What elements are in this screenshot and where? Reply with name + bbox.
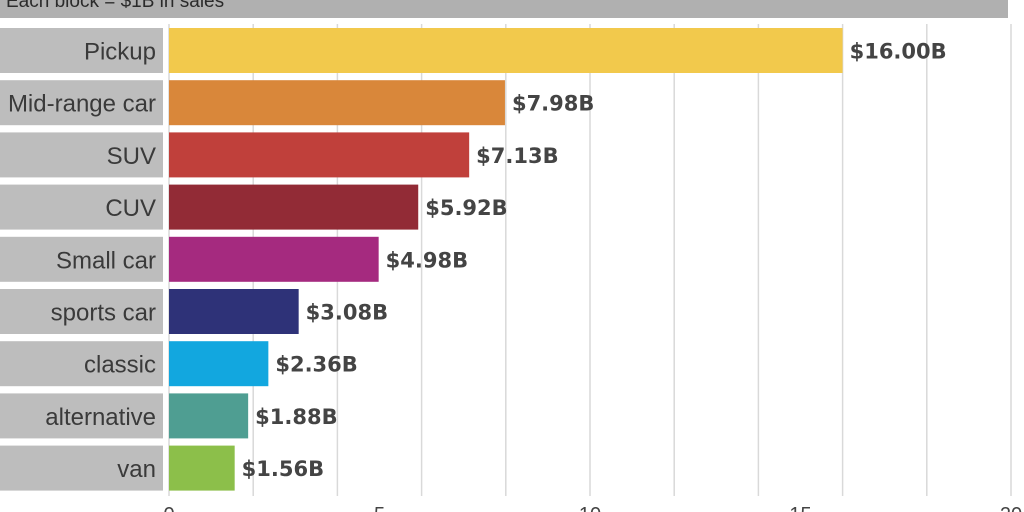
category-label: alternative — [45, 404, 156, 431]
category-labels: Pickup Mid-range car SUV CUV Small car sports… — [0, 28, 163, 491]
value-label: $5.92B — [425, 196, 507, 220]
category-label-box — [0, 236, 163, 282]
value-labels: $16.00B $7.98B $7.13B $5.92B $4.98B $3.08B $2.… — [242, 40, 947, 482]
value-label: $3.08B — [306, 301, 388, 325]
category-label-box — [0, 393, 163, 439]
value-label: $7.98B — [512, 92, 594, 116]
category-label: CUV — [105, 195, 156, 222]
x-tick-labels: 0 5 10 15 20 — [163, 504, 1022, 512]
bar — [169, 184, 419, 230]
bar — [169, 289, 299, 334]
bars — [169, 28, 843, 491]
category-label: Mid-range car — [8, 91, 156, 118]
category-label: Small car — [56, 247, 156, 274]
category-label-box — [0, 132, 163, 178]
chart-subtitle-bar: Each block = $1B in sales — [0, 0, 1008, 18]
x-tick-label: 0 — [163, 504, 174, 512]
category-label: sports car — [51, 300, 156, 327]
bar — [169, 445, 235, 491]
category-label: SUV — [107, 143, 156, 170]
x-tick-label: 10 — [579, 504, 601, 512]
value-label: $7.13B — [476, 144, 558, 168]
x-tick-label: 15 — [789, 504, 811, 512]
category-label: classic — [84, 352, 156, 379]
bar — [169, 341, 269, 387]
value-label: $1.56B — [242, 457, 324, 481]
bar — [169, 132, 470, 178]
category-label-box — [0, 184, 163, 230]
value-label: $4.98B — [386, 248, 468, 272]
x-tick-label: 20 — [1000, 504, 1022, 512]
x-tick-label: 5 — [374, 504, 385, 512]
category-label-box — [0, 445, 163, 491]
category-label: Pickup — [84, 39, 156, 66]
category-label-box — [0, 289, 163, 334]
value-label: $16.00B — [850, 40, 947, 64]
category-label-box — [0, 341, 163, 387]
bar — [169, 80, 505, 126]
bar — [169, 28, 843, 73]
bar — [169, 393, 249, 439]
value-label: $1.88B — [255, 405, 337, 429]
category-label-box — [0, 80, 163, 126]
category-label-box — [0, 28, 163, 73]
category-label: van — [117, 456, 156, 483]
value-label: $2.36B — [275, 353, 357, 377]
chart-subtitle: Each block = $1B in sales — [6, 0, 225, 12]
bar — [169, 236, 379, 282]
